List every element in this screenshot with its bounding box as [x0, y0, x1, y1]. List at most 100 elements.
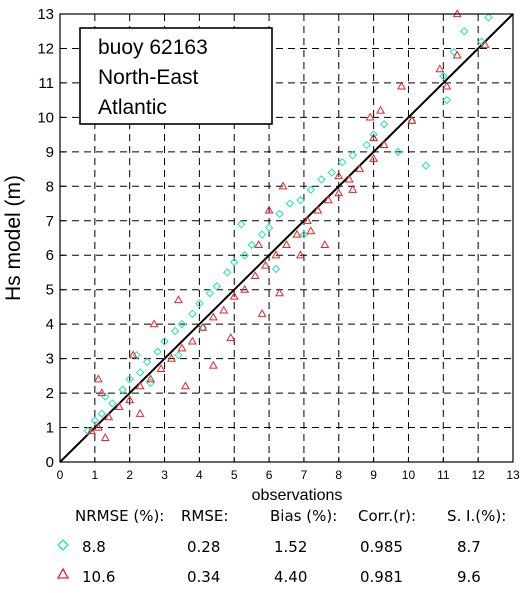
stat-header-nrmse: NRMSE (%):: [75, 507, 165, 525]
x-tick-label: 3: [161, 468, 168, 482]
x-tick-label: 10: [402, 468, 416, 482]
x-tick-label: 6: [266, 468, 273, 482]
x-tick-label: 2: [126, 468, 133, 482]
diamond-point: [90, 416, 100, 425]
y-tick-label: 3: [46, 351, 54, 368]
diamond-point: [449, 47, 458, 57]
x-tick-label: 8: [335, 468, 342, 482]
triangle-point: [93, 374, 103, 383]
triangle-point: [334, 188, 344, 197]
triangle-point: [407, 116, 417, 124]
stat-header-bias: Bias (%):: [270, 507, 338, 525]
diamond-point: [125, 375, 134, 384]
x-tick-label: 7: [301, 468, 308, 482]
triangle-point: [435, 64, 445, 73]
x-tick-label: 9: [370, 468, 377, 482]
y-tick-label: 0: [46, 454, 54, 471]
triangle-point: [452, 50, 462, 59]
diamond-point: [257, 230, 267, 239]
triangle-point: [250, 271, 260, 280]
diamond-point: [170, 326, 180, 336]
triangle-point: [208, 312, 218, 321]
diamond-point: [348, 151, 357, 160]
triangle-point: [282, 240, 291, 248]
diamond-point: [271, 264, 281, 274]
triangle-point: [369, 133, 379, 142]
triangle-point: [271, 250, 281, 259]
diamond-point: [442, 95, 451, 105]
diamond-point: [195, 299, 204, 308]
triangle-point: [156, 364, 166, 373]
diamond-point: [393, 147, 403, 157]
diamond-point: [285, 199, 295, 208]
triangle-point: [226, 333, 236, 342]
diamond-point: [317, 175, 326, 184]
diamond-point: [240, 251, 249, 260]
x-tick-label: 12: [471, 468, 485, 482]
diamond-point: [407, 116, 417, 126]
diamond-point: [230, 257, 239, 267]
triangle-point: [104, 412, 114, 421]
y-tick-label: 9: [46, 144, 54, 161]
diamond-point: [212, 282, 222, 291]
data-points: [83, 9, 493, 441]
stat-corr-2: 0.981: [360, 568, 403, 586]
diamond-point: [327, 168, 337, 177]
stats-row-1-diamond-marker: [57, 539, 69, 551]
annotation-line-1: buoy 62163: [98, 36, 208, 59]
diamond-point: [338, 157, 347, 167]
triangle-point: [334, 171, 344, 180]
triangle-point: [254, 240, 264, 248]
stat-header-si: S. I.(%):: [447, 507, 507, 525]
diamond-point: [421, 161, 431, 170]
triangle-point: [261, 260, 271, 269]
triangle-point: [177, 343, 187, 352]
triangle-point: [86, 426, 96, 435]
triangle-point: [264, 205, 274, 214]
y-tick-label: 4: [46, 316, 54, 333]
y-tick-label: 2: [46, 385, 54, 402]
triangle-point: [114, 402, 124, 410]
triangle-point: [208, 360, 218, 369]
triangle-point: [275, 288, 284, 297]
triangle-point: [93, 422, 103, 431]
diamond-point: [362, 140, 371, 150]
triangle-point: [355, 164, 365, 173]
triangle-point: [480, 40, 490, 49]
triangle-point: [146, 374, 156, 383]
diamond-point: [177, 319, 187, 329]
x-axis-label: observations: [252, 487, 343, 504]
triangle-point: [295, 250, 305, 259]
diamond-point: [236, 220, 246, 229]
y-tick-label: 5: [46, 282, 54, 299]
diamond-point: [142, 357, 152, 367]
triangle-point: [125, 395, 135, 404]
stat-corr-1: 0.985: [360, 538, 403, 556]
x-tick-label: 5: [231, 468, 238, 482]
diamond-point: [160, 337, 169, 346]
diamond-point: [275, 209, 284, 219]
triangle-point: [369, 153, 379, 162]
diamond-point: [299, 230, 309, 239]
x-tick-label: 13: [506, 468, 520, 482]
y-tick-label: 6: [46, 247, 54, 264]
triangle-point: [100, 433, 110, 441]
triangle-point: [376, 105, 386, 114]
stat-bias-1: 1.52: [274, 538, 308, 556]
triangle-point: [320, 240, 330, 248]
diamond-point: [247, 240, 256, 250]
annotation-frame: [79, 27, 273, 125]
y-tick-label: 7: [46, 213, 54, 230]
diamond-point: [439, 71, 448, 81]
triangle-point: [323, 195, 333, 204]
diamond-point: [460, 27, 469, 36]
stat-nrmse-1: 8.8: [82, 538, 106, 556]
triangle-point: [292, 229, 302, 238]
x-tick-label: 0: [57, 468, 64, 482]
reference-line-group: [59, 13, 514, 463]
diamond-point: [153, 347, 162, 356]
triangle-point: [397, 81, 406, 90]
x-tick-label: 4: [196, 468, 203, 482]
diamond-point: [205, 288, 215, 298]
reference-line: [59, 13, 514, 463]
